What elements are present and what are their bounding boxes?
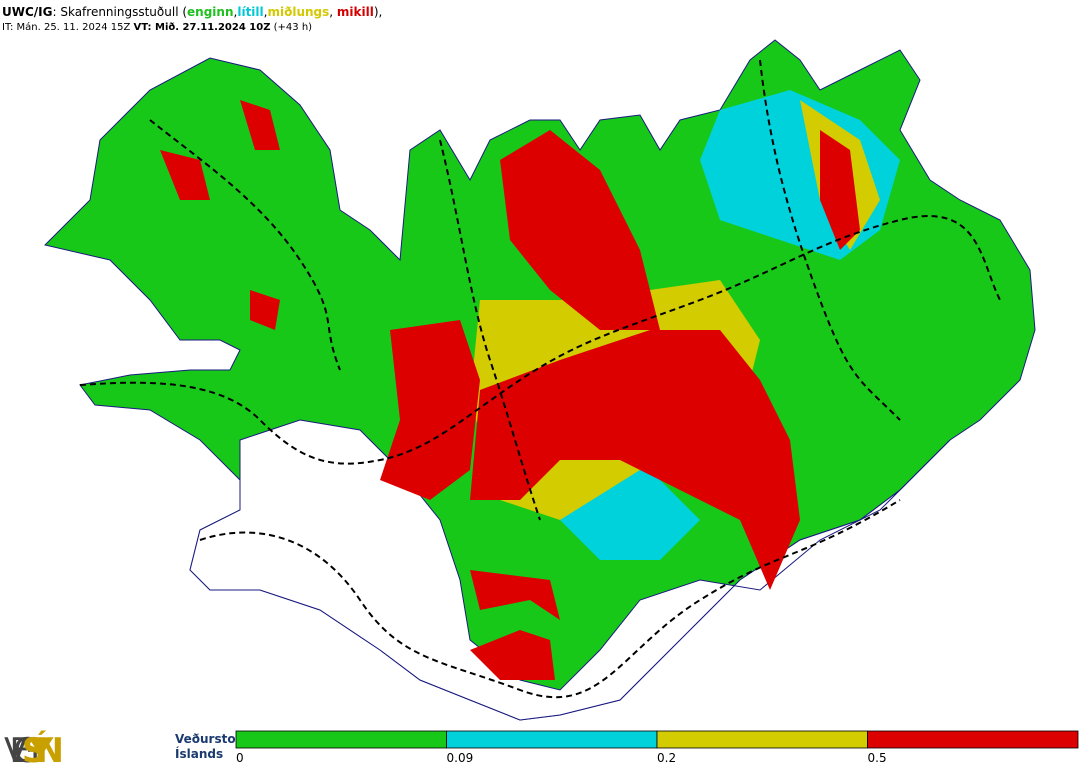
header-segment: ), xyxy=(374,5,383,19)
map xyxy=(44,39,1036,721)
header-line1: UWC/IG: Skafrenningsstuðull (enginn,líti… xyxy=(2,5,382,19)
agency-name: Íslands xyxy=(175,746,223,761)
legend-swatch xyxy=(446,730,658,749)
legend-label: 0.09 xyxy=(447,751,474,765)
header-segment: , xyxy=(264,5,268,19)
legend-swatch xyxy=(656,730,868,749)
header-segment: VT: Mið. 27.11.2024 10Z xyxy=(134,22,271,33)
header-segment: IT: Mán. 25. 11. 2024 15Z xyxy=(2,21,134,33)
agency-name: Veðurstofa xyxy=(175,732,249,746)
index-areas xyxy=(160,90,900,680)
header-segment: lítill xyxy=(237,5,263,19)
header-segment: UWC/IG xyxy=(2,5,52,19)
legend-label: 0.5 xyxy=(868,751,887,765)
header-line2: IT: Mán. 25. 11. 2024 15Z VT: Mið. 27.11… xyxy=(2,21,312,33)
header-segment: (+43 h) xyxy=(270,22,312,33)
header-segment: , xyxy=(234,5,238,19)
header-segment: miðlungs xyxy=(267,5,329,19)
logo-text: VEGSÝN xyxy=(4,730,64,766)
legend-swatch xyxy=(867,730,1079,749)
legend: 0 0.09 0.2 0.5 xyxy=(235,730,1079,765)
header-segment: enginn xyxy=(187,5,233,19)
logo: VEGSÝN Veðurstofa Íslands xyxy=(4,730,249,766)
no-data-area xyxy=(189,419,951,721)
header-segment: , xyxy=(329,5,337,19)
roads xyxy=(79,59,1001,699)
legend-label: 0.2 xyxy=(657,751,676,765)
logo-part: VEG xyxy=(4,731,40,766)
header-segment: : Skafrenningsstuðull ( xyxy=(52,5,187,19)
legend-swatch xyxy=(235,730,447,749)
logo-part: SÝN xyxy=(22,730,64,766)
header-segment: mikill xyxy=(337,5,374,19)
legend-label: 0 xyxy=(236,751,244,765)
